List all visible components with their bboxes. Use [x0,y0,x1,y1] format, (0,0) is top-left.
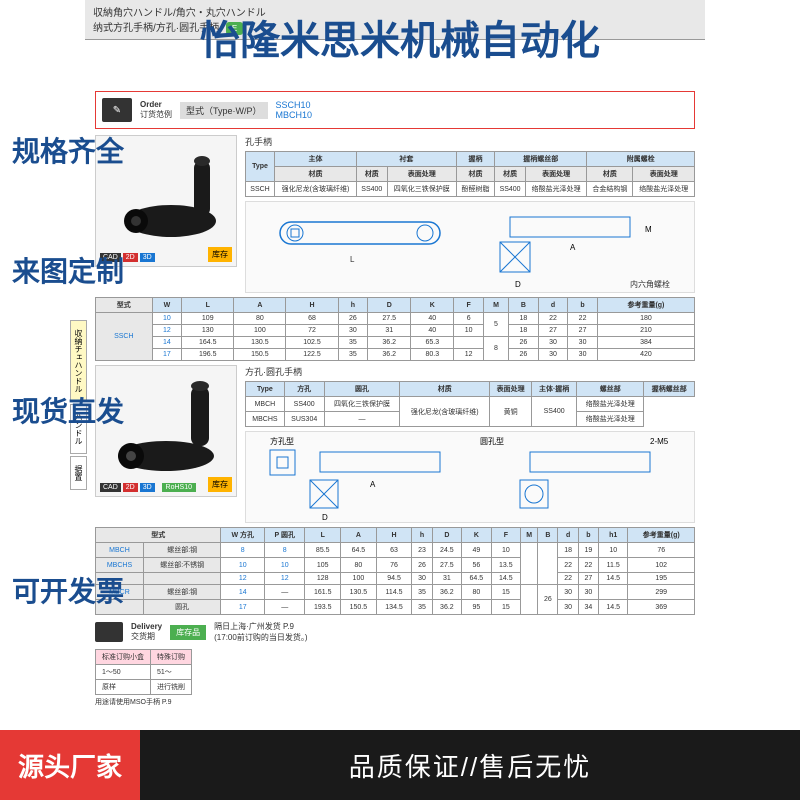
svg-text:L: L [350,255,355,264]
type-label: 型式（Type·W/P） [180,102,268,119]
table-row: 121212810094.5303164.514.5222714.5195 [96,573,695,585]
tab-item[interactable]: 据置 [70,456,87,490]
svg-text:方孔型: 方孔型 [270,436,294,446]
table-row: 14164.5130.5102.53536.265.38263030384 [96,337,695,349]
table-row: 17196.5150.5122.53536.280.312263030420 [96,349,695,361]
order-icon: ✎ [102,98,132,122]
rohs-badge: RoHS10 [162,483,196,492]
ship-table: 标准订购小盒特殊订购 1～5051～ 原样进行铣削 [95,649,192,695]
table-row: 圆孔17—193.5150.5134.53536.29515303414.536… [96,600,695,615]
tech-diagram: 内六角螺栓 L D A M [245,201,695,293]
material-table: Type主体衬套握柄握柄螺丝部附属螺栓 材质材质表面处理材质材质表面处理材质表面… [245,151,695,197]
table-row: 121301007230314010182727210 [96,325,695,337]
svg-text:A: A [570,243,576,252]
order-sub: 订货范例 [140,110,172,119]
sec-title: 方孔·圆孔手柄 [245,365,695,378]
table-row: MBCR螺丝部:钢14—161.5130.5114.53536.28015263… [96,585,695,600]
material-table-2: Type方孔圆孔材质表面处理主体·握柄螺丝部握柄螺丝部 MBCHSS400四氧化… [245,381,695,427]
side-invoice: 可开发票 [12,570,124,610]
section-mbch: CAD2D3D 库存 RoHS10 方孔·圆孔手柄 Type方孔圆孔材质表面处理… [95,365,695,523]
svg-text:2-M5: 2-M5 [650,437,669,446]
delivery-box: Delivery交货期 库存品 隔日上海·广州发货 P.9(17:00前订购的当… [95,621,695,643]
order-code[interactable]: MBCH10 [276,110,313,120]
order-label: Order [140,100,162,109]
table-row: MBCHS螺丝部:不锈钢101010580762627.55613.522221… [96,558,695,573]
stock-badge: 库存 [208,477,232,492]
stock-badge: 库存 [208,247,232,262]
dimension-table-1: 型式WLAHhDKFMBdb参考重量(g) SSCH1010980682627.… [95,297,695,361]
sec-title: 孔手柄 [245,135,695,148]
svg-text:D: D [322,513,328,522]
svg-text:M: M [645,225,652,234]
tech-diagram-2: 方孔型 圆孔型 2-M5 A D [245,431,695,523]
truck-icon [95,622,123,642]
brand-title: 怡隆米思米机械自动化 [0,8,800,66]
dimension-table-2: 型式W 方孔P 圆孔LAHhDKFMBdbh1参考重量(g) MBCH螺丝部:钢… [95,527,695,615]
catalog-page: 収納角穴ハンドル/角穴・丸穴ハンドル 纳式方孔手柄/方孔·圆孔手柄 E ✎ Or… [85,0,705,800]
corner-source: 源头厂家 [0,730,140,800]
svg-text:内六角螺栓: 内六角螺栓 [630,279,670,289]
corner-quality: 品质保证//售后无忧 [140,730,800,800]
side-stock: 现货直发 [12,390,124,430]
stock-flag: 库存品 [170,625,206,640]
table-row: SSCH1010980682627.54065182222180 [96,313,695,325]
section-ssch: CAD2D3D 库存 孔手柄 Type主体衬套握柄握柄螺丝部附属螺栓 材质材质表… [95,135,695,293]
side-spec: 规格齐全 [12,130,124,170]
product-image: CAD2D3D 库存 RoHS10 [95,365,237,497]
svg-text:圆孔型: 圆孔型 [480,437,504,446]
cad-badges: CAD2D3D [100,483,155,492]
order-box: ✎ Order订货范例 型式（Type·W/P） SSCH10MBCH10 [95,91,695,129]
side-custom: 来图定制 [12,250,124,290]
ship-foot: 用途请使用MSO手柄 P.9 [95,697,695,707]
svg-text:A: A [370,480,376,489]
table-row: MBCH螺丝部:钢8885.564.5632324.5491018191076 [96,543,695,558]
svg-text:D: D [515,280,521,289]
order-code[interactable]: SSCH10 [276,100,311,110]
delivery-label: Delivery [131,622,162,631]
